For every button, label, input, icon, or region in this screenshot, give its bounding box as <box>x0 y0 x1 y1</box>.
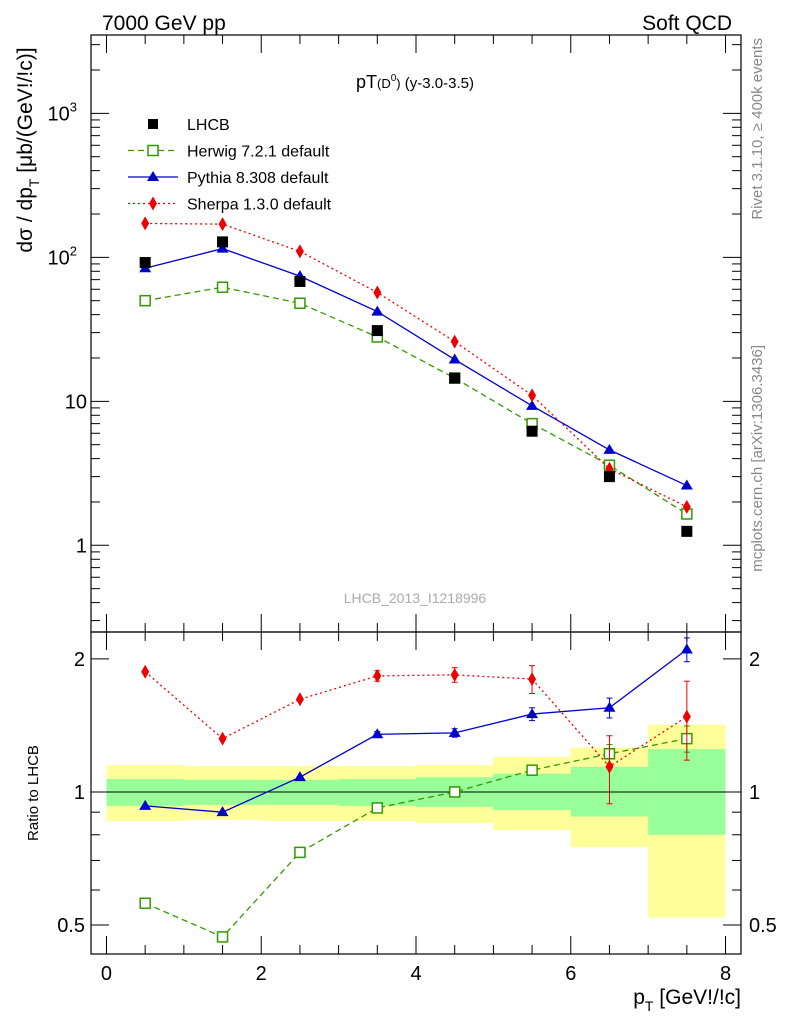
series-point <box>373 285 382 300</box>
x-tick-label: 6 <box>565 963 576 985</box>
data-point <box>603 471 615 483</box>
ratio-y-tick-label: 1 <box>74 782 85 804</box>
series-point <box>526 399 539 410</box>
ratio-point <box>373 668 382 683</box>
data-point <box>217 236 229 248</box>
series-point <box>371 305 384 316</box>
ratio-point <box>218 731 227 746</box>
y-axis-label: dσ / dpT [μb/(GeV!/!c)] <box>14 47 42 252</box>
series-point <box>450 334 459 349</box>
legend-marker <box>147 144 159 157</box>
series-line <box>145 286 688 515</box>
ratio-y-axis-label: Ratio to LHCB <box>25 745 42 841</box>
series-point <box>294 297 306 309</box>
series-point <box>295 244 304 259</box>
y-tick-label: 1 <box>76 535 87 557</box>
ratio-point <box>141 664 150 679</box>
ratio-y-tick-label: 0.5 <box>57 915 85 937</box>
data-point <box>294 275 306 287</box>
ratio-point <box>680 643 693 654</box>
ratio-point <box>450 667 459 682</box>
ratio-point <box>528 672 537 687</box>
legend-label: Sherpa 1.3.0 default <box>187 197 332 214</box>
series-point <box>682 499 691 514</box>
ratio-point <box>371 728 384 739</box>
ratio-point <box>526 708 539 719</box>
series-point <box>139 294 151 307</box>
ratio-point <box>682 709 691 724</box>
plot-title: pT(D0) (y-3.0-3.5) <box>356 72 474 92</box>
series-point <box>680 479 693 490</box>
header-right: Soft QCD <box>642 12 732 35</box>
ratio-point <box>605 759 614 774</box>
series-point <box>218 217 227 232</box>
watermark: LHCB_2013_I1218996 <box>344 590 487 606</box>
legend-marker <box>147 171 159 181</box>
ratio-point <box>448 726 461 737</box>
legend-marker <box>149 196 157 211</box>
x-axis-label: pT [GeV!/!c] <box>633 986 741 1014</box>
data-point <box>449 372 461 384</box>
ratio-point <box>603 701 616 712</box>
data-point <box>681 525 693 537</box>
series-line <box>145 247 688 487</box>
ratio-point <box>139 897 151 910</box>
header-left: 7000 GeV pp <box>102 12 226 35</box>
legend-marker <box>148 119 158 129</box>
series-point <box>603 443 616 454</box>
ratio-panel: 0.5 0.5 1 1 2 2 0 2 4 6 8 <box>57 631 777 985</box>
ratio-y-tick-label: 1 <box>749 782 760 804</box>
x-tick-label: 4 <box>410 963 421 985</box>
ratio-point <box>293 771 306 782</box>
series-point <box>141 216 150 231</box>
y-tick-label: 103 <box>48 99 77 125</box>
ratio-point <box>294 846 306 859</box>
ratio-series-line <box>144 737 687 938</box>
legend-label: Herwig 7.2.1 default <box>187 144 330 161</box>
ratio-point <box>526 764 538 776</box>
ratio-y-tick-label: 2 <box>749 649 760 671</box>
y-tick-label: 10 <box>65 391 87 413</box>
ratio-y-tick-label: 2 <box>74 649 85 671</box>
mcplots-label: mcplots.cern.ch [arXiv:1306.3436] <box>749 345 766 572</box>
x-tick-label: 8 <box>720 963 731 985</box>
y-tick-label: 102 <box>48 243 77 269</box>
x-tick-label: 0 <box>101 963 112 985</box>
legend-label: LHCB <box>187 117 230 134</box>
rivet-label: Rivet 3.1.10, ≥ 400k events <box>749 38 766 220</box>
x-tick-label: 2 <box>256 963 267 985</box>
series-point <box>528 388 537 403</box>
ratio-series-line <box>144 671 688 768</box>
legend: LHCB Herwig 7.2.1 default Pythia 8.308 def… <box>128 117 332 214</box>
ratio-series-line <box>145 648 688 813</box>
legend-label: Pythia 8.308 default <box>187 170 329 187</box>
data-point <box>526 425 538 437</box>
ratio-point <box>295 692 304 707</box>
series-point <box>216 281 229 293</box>
series-line <box>145 222 688 508</box>
ratio-point <box>371 802 384 814</box>
series-point <box>216 242 229 253</box>
ratio-y-tick-label: 0.5 <box>749 915 777 937</box>
data-point <box>371 325 383 337</box>
ratio-point <box>448 786 461 798</box>
series-point <box>448 353 461 364</box>
ratio-point <box>216 806 229 817</box>
data-point <box>139 257 151 269</box>
ratio-point <box>139 799 152 810</box>
ratio-point <box>216 931 229 943</box>
